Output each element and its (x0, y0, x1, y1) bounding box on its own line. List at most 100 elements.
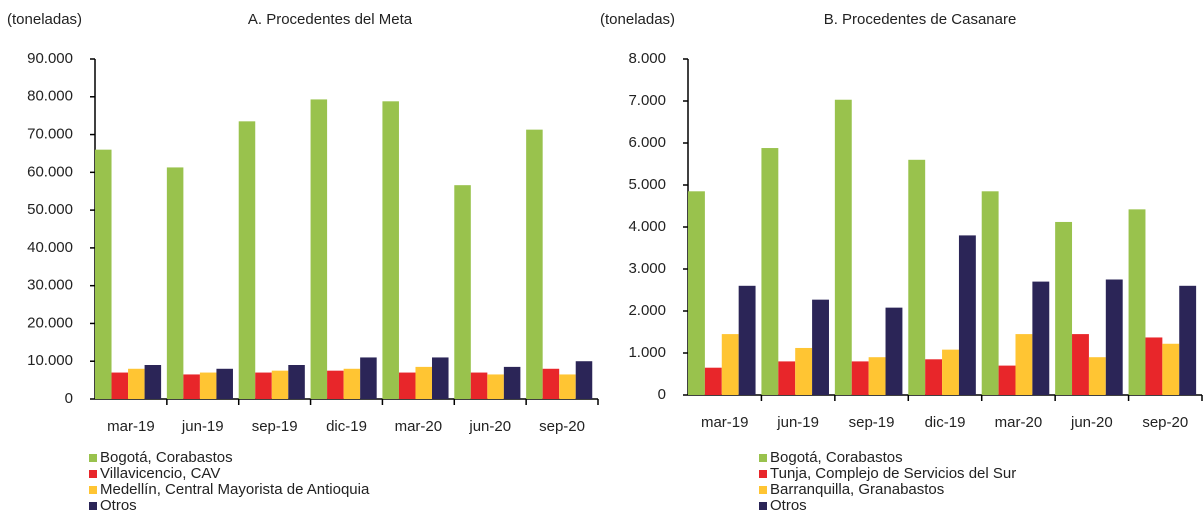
bar (834, 99, 852, 396)
legend-label: Bogotá, Corabastos (770, 449, 903, 466)
bar (575, 361, 593, 399)
bar (1162, 343, 1180, 395)
bar (470, 372, 488, 399)
legend-label: Villavicencio, CAV (100, 465, 220, 482)
x-tick-label: jun-19 (776, 414, 819, 431)
legend-label: Barranquilla, Granabastos (770, 481, 944, 498)
bar (908, 159, 926, 395)
bar (166, 167, 184, 399)
bar (454, 185, 471, 399)
bar (216, 368, 233, 399)
y-tick-label: 3.000 (628, 260, 666, 277)
bar (398, 372, 416, 399)
y-tick-label: 70.000 (27, 126, 73, 143)
x-tick-label: jun-20 (468, 418, 511, 435)
y-tick-label: 50.000 (27, 201, 73, 218)
x-tick-label: dic-19 (925, 414, 966, 431)
y-tick-label: 80.000 (27, 88, 73, 105)
x-tick-label: sep-20 (1142, 414, 1188, 431)
bar (415, 366, 433, 399)
bar (688, 191, 705, 395)
y-tick-label: 30.000 (27, 277, 73, 294)
bar (327, 370, 344, 399)
x-tick-label: sep-19 (849, 414, 895, 431)
x-tick-label: jun-19 (181, 418, 224, 435)
x-tick-label: jun-20 (1070, 414, 1113, 431)
legend-label: Medellín, Central Mayorista de Antioquia (100, 481, 370, 498)
bar (128, 368, 145, 399)
bar (343, 368, 361, 399)
chart-title: B. Procedentes de Casanare (824, 11, 1017, 28)
legend-swatch (759, 470, 767, 478)
legend-swatch (759, 486, 767, 494)
bar (1032, 281, 1050, 395)
y-tick-label: 4.000 (628, 218, 666, 235)
y-tick-label: 6.000 (628, 134, 666, 151)
bar (432, 357, 449, 399)
y-tick-label: 0 (658, 386, 666, 403)
legend-swatch (89, 470, 97, 478)
bar (738, 285, 756, 395)
chart-title: A. Procedentes del Meta (248, 11, 413, 28)
bar (183, 374, 200, 399)
bar (981, 191, 999, 395)
x-tick-label: dic-19 (326, 418, 367, 435)
y-tick-label: 0 (65, 390, 73, 407)
bar (310, 99, 328, 399)
bar (812, 299, 829, 395)
bar (958, 235, 976, 395)
x-tick-label: mar-20 (395, 418, 443, 435)
bar (761, 148, 779, 395)
legend-label: Tunja, Complejo de Servicios del Sur (770, 465, 1016, 482)
bar (255, 372, 272, 399)
bar (199, 372, 217, 399)
bar (542, 368, 560, 399)
bar (885, 307, 903, 395)
bar (942, 349, 959, 395)
legend-swatch (759, 502, 767, 510)
bar (1145, 337, 1163, 395)
bar (238, 121, 256, 399)
bar (288, 365, 305, 399)
y-tick-label: 40.000 (27, 239, 73, 256)
x-tick-label: sep-19 (252, 418, 298, 435)
y-tick-label: 8.000 (628, 50, 666, 67)
bar (721, 334, 739, 395)
y-tick-label: 7.000 (628, 92, 666, 109)
bar (1072, 334, 1089, 395)
y-tick-label: 10.000 (27, 352, 73, 369)
bar (487, 374, 504, 399)
y-tick-label: 20.000 (27, 314, 73, 331)
legend-swatch (89, 502, 97, 510)
bar (998, 365, 1016, 395)
legend-label: Bogotá, Corabastos (100, 449, 233, 466)
bar (778, 361, 796, 395)
y-axis-label: (toneladas) (600, 11, 675, 28)
bar (1088, 357, 1106, 395)
y-tick-label: 1.000 (628, 344, 666, 361)
bar (1128, 209, 1146, 395)
bar (503, 366, 521, 399)
bar (1105, 279, 1123, 395)
bar (144, 365, 162, 399)
y-tick-label: 5.000 (628, 176, 666, 193)
bar (271, 370, 289, 399)
legend-swatch (759, 454, 767, 462)
x-tick-label: mar-19 (107, 418, 155, 435)
bar (1055, 221, 1073, 395)
bar (851, 361, 869, 395)
legend-swatch (89, 454, 97, 462)
bar (95, 149, 112, 399)
bar (526, 129, 543, 399)
bar (795, 347, 813, 395)
x-tick-label: sep-20 (539, 418, 585, 435)
y-tick-label: 2.000 (628, 302, 666, 319)
x-tick-label: mar-20 (995, 414, 1043, 431)
legend-swatch (89, 486, 97, 494)
y-tick-label: 90.000 (27, 50, 73, 67)
bar (382, 101, 399, 400)
x-tick-label: mar-19 (701, 414, 749, 431)
bar (1015, 334, 1033, 395)
bar (704, 367, 722, 395)
